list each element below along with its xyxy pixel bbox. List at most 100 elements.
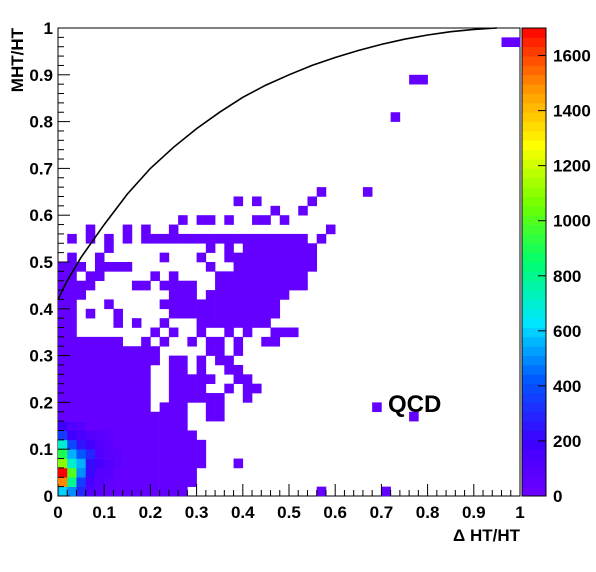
heatmap-cell <box>205 318 216 328</box>
heatmap-cell <box>261 308 271 319</box>
heatmap-cell <box>205 308 216 319</box>
y-tick-label: 0.9 <box>29 66 53 85</box>
heatmap-cell <box>215 271 225 282</box>
heatmap-cell <box>178 308 188 319</box>
heatmap-cell <box>261 233 271 244</box>
heatmap-cell <box>94 383 105 394</box>
heatmap-cell <box>178 290 188 300</box>
heatmap-cell <box>94 439 105 450</box>
heatmap-cell <box>159 439 170 450</box>
heatmap-cell <box>104 336 114 347</box>
heatmap-cell <box>279 327 290 338</box>
heatmap-cell <box>58 486 68 497</box>
heatmap-cell <box>141 224 151 235</box>
heatmap-cell <box>104 243 114 253</box>
heatmap-cell <box>298 262 308 272</box>
heatmap-cell <box>289 327 299 338</box>
heatmap-cell <box>289 252 299 263</box>
heatmap-cell <box>122 383 133 394</box>
heatmap-cell <box>196 383 207 394</box>
color-scale-band <box>522 149 546 160</box>
heatmap-cell <box>76 467 87 478</box>
heatmap-cell <box>178 458 188 469</box>
heatmap-cell <box>307 262 318 272</box>
heatmap-cell <box>279 290 290 300</box>
heatmap-cell <box>104 233 114 244</box>
heatmap-cell <box>279 233 290 244</box>
color-scale-band <box>522 421 546 431</box>
color-scale-band <box>522 308 546 319</box>
heatmap-cell <box>187 430 197 441</box>
heatmap-cell <box>270 233 281 244</box>
heatmap-cell <box>113 336 123 347</box>
heatmap-cell <box>316 187 327 197</box>
heatmap-cell <box>178 411 188 422</box>
heatmap-cell <box>270 252 281 263</box>
heatmap-cell <box>67 421 77 431</box>
x-tick-label: 0 <box>53 503 62 522</box>
heatmap-cell <box>150 430 160 441</box>
heatmap-cell <box>168 402 179 413</box>
heatmap-cell <box>159 411 170 422</box>
heatmap-cell <box>178 215 188 225</box>
heatmap-cell <box>224 243 234 253</box>
color-scale-band <box>522 374 546 385</box>
heatmap-cell <box>168 411 179 422</box>
heatmap-cell <box>122 364 133 375</box>
heatmap-cell <box>67 374 77 384</box>
heatmap-cell <box>215 336 225 347</box>
heatmap-cell <box>131 318 142 328</box>
heatmap-cell <box>233 458 244 469</box>
heatmap-cell <box>122 346 133 356</box>
heatmap-cell <box>205 299 216 310</box>
y-tick-label: 0.7 <box>29 159 53 178</box>
heatmap-cell <box>196 327 207 338</box>
heatmap-cell <box>85 224 96 235</box>
heatmap-cell <box>58 299 68 310</box>
heatmap-cell <box>67 411 77 422</box>
heatmap-cell <box>113 393 123 403</box>
heatmap-cell <box>58 477 68 487</box>
heatmap-cell <box>85 308 96 319</box>
heatmap-cell <box>104 393 114 403</box>
heatmap-cell <box>168 486 179 497</box>
heatmap-cell <box>76 411 87 422</box>
heatmap-cell <box>131 383 142 394</box>
heatmap-cell <box>122 430 133 441</box>
heatmap-cell <box>233 364 244 375</box>
heatmap-cell <box>76 336 87 347</box>
heatmap-cell <box>205 243 216 253</box>
heatmap-cell <box>113 467 123 478</box>
heatmap-cell <box>233 196 244 207</box>
heatmap-cell <box>67 467 77 478</box>
heatmap-cell <box>252 252 262 263</box>
heatmap-cell <box>224 299 234 310</box>
heatmap-cell <box>122 439 133 450</box>
color-scale-band <box>522 177 546 188</box>
color-scale-band <box>522 28 546 38</box>
heatmap-cell <box>252 299 262 310</box>
heatmap-cell <box>76 486 87 497</box>
heatmap-cell <box>252 233 262 244</box>
heatmap-cell <box>150 355 160 366</box>
heatmap-cell <box>168 458 179 469</box>
heatmap-cell <box>67 233 77 244</box>
heatmap-cell <box>67 430 77 441</box>
heatmap-cell <box>94 402 105 413</box>
heatmap-cell <box>159 402 170 413</box>
y-tick-label: 0 <box>44 487 53 506</box>
heatmap-cell <box>215 402 225 413</box>
color-scale-band <box>522 187 546 197</box>
heatmap-cell <box>113 346 123 356</box>
heatmap-cell <box>187 299 197 310</box>
heatmap-cell <box>67 271 77 282</box>
color-scale-band <box>522 233 546 244</box>
heatmap-cell <box>131 374 142 384</box>
heatmap-cell <box>104 383 114 394</box>
heatmap-cell <box>94 364 105 375</box>
heatmap-cell <box>233 374 244 384</box>
heatmap-cell <box>150 439 160 450</box>
heatmap-cell <box>215 308 225 319</box>
heatmap-cell <box>85 233 96 244</box>
boundary-curve <box>57 27 497 300</box>
